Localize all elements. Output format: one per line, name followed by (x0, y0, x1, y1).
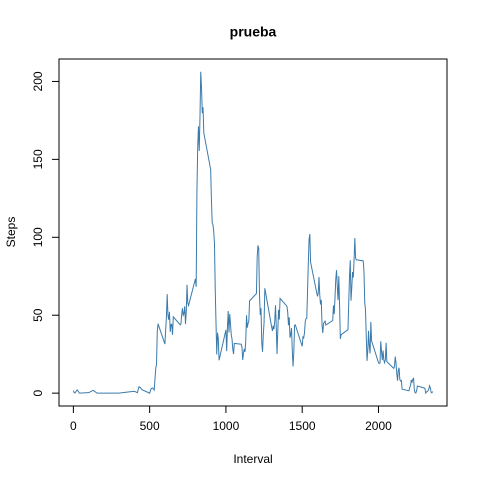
series-line (72, 71, 434, 395)
y-tick-label: 200 (31, 71, 45, 91)
chart-title: prueba (230, 24, 277, 40)
x-axis-label: Interval (233, 452, 272, 466)
x-tick-label: 0 (70, 419, 77, 433)
x-tick-label: 1500 (289, 419, 316, 433)
plot-box (58, 58, 448, 407)
y-tick-label: 150 (31, 149, 45, 169)
y-tick-label: 100 (31, 227, 45, 247)
y-tick-label: 50 (31, 308, 45, 322)
x-tick-label: 500 (140, 419, 160, 433)
x-tick-label: 1000 (213, 419, 240, 433)
x-tick-label: 2000 (365, 419, 392, 433)
y-axis-label: Steps (4, 217, 18, 248)
y-tick-label: 0 (31, 389, 45, 396)
